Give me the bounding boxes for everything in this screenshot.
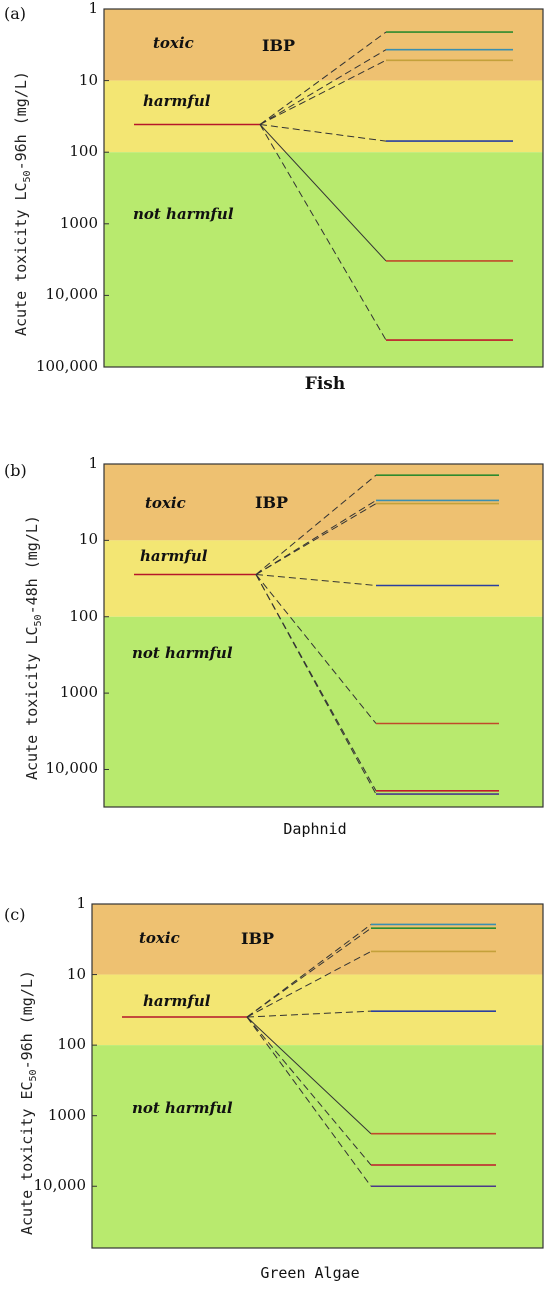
chart-panel-c: (c) Acute toxicity EC50-96h (mg/L) Green… xyxy=(0,894,550,1291)
connector-line xyxy=(255,574,377,587)
y-label-prefix: Acute toxicity EC xyxy=(18,1081,36,1235)
connector-line xyxy=(246,924,372,1018)
connector-line xyxy=(259,49,387,125)
zone-toxic-label: toxic xyxy=(153,34,194,52)
y-tick-label: 100 xyxy=(57,1035,86,1054)
y-tick-label: 10,000 xyxy=(45,759,99,778)
zone-not-harmful-label: not harmful xyxy=(133,205,234,223)
connector-line xyxy=(246,1016,372,1135)
y-label-sub: 50 xyxy=(28,1069,39,1082)
chart-c-svg xyxy=(91,903,544,1249)
y-tick-label: 100 xyxy=(69,142,98,161)
x-axis-label: Daphnid xyxy=(283,820,347,838)
panel-label: (b) xyxy=(4,461,27,480)
compound-label: IBP xyxy=(255,493,289,512)
zone-harmful-label: harmful xyxy=(140,547,208,565)
compound-label: IBP xyxy=(241,929,275,948)
connector-line xyxy=(246,1016,372,1166)
y-tick-label: 1000 xyxy=(59,683,98,702)
y-tick-label: 1 xyxy=(76,894,86,912)
band-not-harmful xyxy=(104,616,543,807)
chart-b-svg xyxy=(103,463,544,808)
y-label-suffix: -96h (mg/L) xyxy=(18,970,36,1070)
y-label-prefix: Acute toxicity LC xyxy=(12,182,30,336)
y-tick-label: 1 xyxy=(88,454,98,472)
y-label-prefix: Acute toxicity LC xyxy=(23,626,41,780)
y-tick-label: 10,000 xyxy=(45,285,99,304)
connector-line xyxy=(259,31,387,125)
y-tick-label: 10 xyxy=(78,70,98,89)
connector-line xyxy=(246,1016,372,1187)
connector-line xyxy=(255,503,377,575)
connector-line xyxy=(246,927,372,1018)
zone-toxic-label: toxic xyxy=(145,494,186,512)
y-tick-label: 1 xyxy=(88,0,98,17)
y-tick-label: 100,000 xyxy=(35,357,98,375)
zone-harmful-label: harmful xyxy=(143,992,211,1010)
connector-line xyxy=(246,1010,372,1018)
chart-a-svg xyxy=(103,8,544,368)
connector-line xyxy=(259,123,387,142)
y-axis-label: Acute toxicity EC50-96h (mg/L) xyxy=(18,970,39,1235)
zone-not-harmful-label: not harmful xyxy=(132,644,233,662)
y-label-sub: 50 xyxy=(22,170,33,183)
band-harmful xyxy=(92,974,543,1046)
band-toxic xyxy=(92,904,543,975)
y-axis-label: Acute toxicity LC50-48h (mg/L) xyxy=(23,515,44,780)
band-toxic xyxy=(104,9,543,81)
band-not-harmful xyxy=(104,152,543,367)
connector-line xyxy=(255,574,377,792)
y-tick-label: 1000 xyxy=(47,1105,86,1124)
zone-harmful-label: harmful xyxy=(143,92,211,110)
zone-not-harmful-label: not harmful xyxy=(132,1099,233,1117)
panel-label: (a) xyxy=(4,4,27,23)
band-harmful xyxy=(104,540,543,617)
x-axis-label: Green Algae xyxy=(260,1264,360,1282)
chart-panel-b: (b) Acute toxicity LC50-48h (mg/L) Daphn… xyxy=(0,454,550,855)
connector-line xyxy=(255,474,377,575)
y-tick-label: 10,000 xyxy=(33,1176,87,1195)
plot-frame xyxy=(91,903,544,1249)
y-tick-label: 100 xyxy=(69,606,98,625)
y-tick-label: 10 xyxy=(78,530,98,549)
connector-line xyxy=(246,950,372,1018)
chart-panel-a: (a) Acute toxicity LC50-96h (mg/L) Fish … xyxy=(0,0,550,400)
connector-line xyxy=(259,124,387,341)
y-tick-label: 10 xyxy=(66,964,86,983)
y-tick-label: 1000 xyxy=(59,213,98,232)
panel-label: (c) xyxy=(4,905,26,924)
connector-line xyxy=(255,574,377,795)
plot-frame xyxy=(103,463,544,808)
connector-line xyxy=(255,574,377,724)
zone-toxic-label: toxic xyxy=(139,929,180,947)
band-toxic xyxy=(104,464,543,541)
x-axis-label: Fish xyxy=(304,374,346,394)
plot-frame xyxy=(103,8,544,368)
connector-line xyxy=(259,59,387,125)
band-not-harmful xyxy=(92,1045,543,1248)
compound-label: IBP xyxy=(262,36,296,55)
connector-line xyxy=(259,124,387,262)
